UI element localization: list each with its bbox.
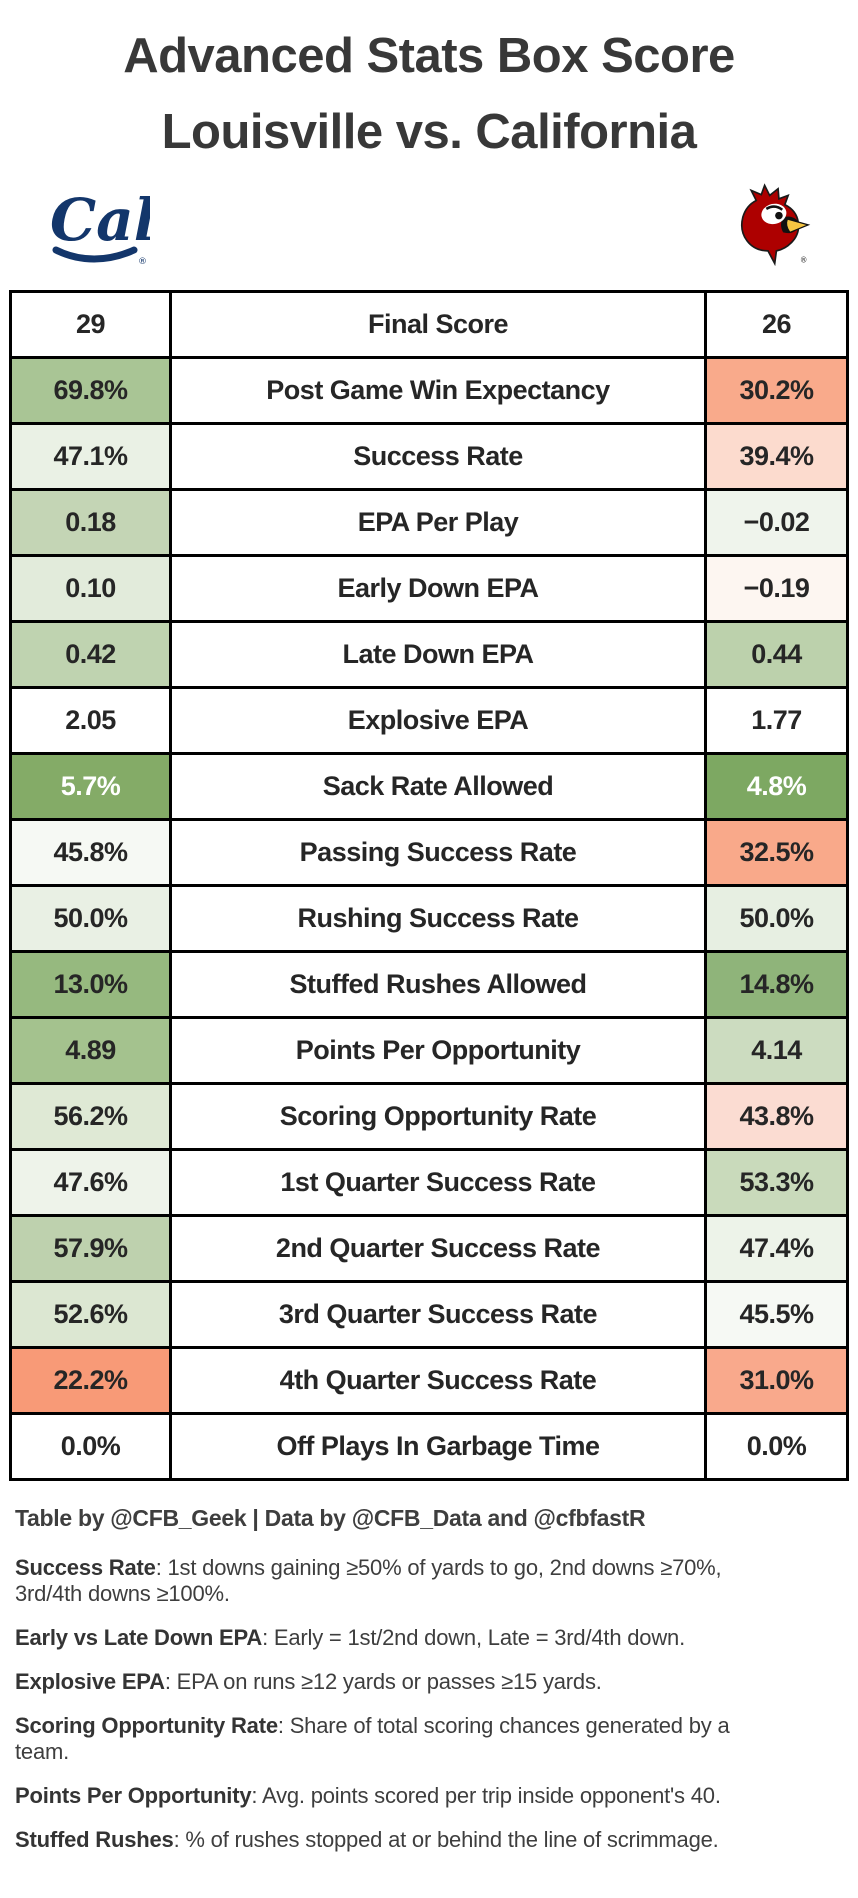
- louisville-value-cell: 43.8%: [704, 1081, 849, 1151]
- footnote: Points Per Opportunity: Avg. points scor…: [15, 1782, 721, 1808]
- california-value-cell: 0.42: [9, 619, 172, 689]
- california-value-cell: 29: [9, 289, 172, 359]
- louisville-value-cell: 32.5%: [704, 817, 849, 887]
- footnote: Early vs Late Down EPA: Early = 1st/2nd …: [15, 1624, 685, 1650]
- table-row: 4.89 Points Per Opportunity 4.14: [9, 1015, 849, 1085]
- louisville-value-cell: 26: [704, 289, 849, 359]
- table-row: 0.18 EPA Per Play −0.02: [9, 487, 849, 557]
- metric-label-cell: Post Game Win Expectancy: [169, 355, 707, 425]
- louisville-value-cell: 30.2%: [704, 355, 849, 425]
- louisville-value-cell: 39.4%: [704, 421, 849, 491]
- metric-label-cell: Off Plays In Garbage Time: [169, 1411, 707, 1481]
- table-row: 13.0% Stuffed Rushes Allowed 14.8%: [9, 949, 849, 1019]
- california-value-cell: 2.05: [9, 685, 172, 755]
- louisville-value-cell: 0.44: [704, 619, 849, 689]
- california-value-cell: 56.2%: [9, 1081, 172, 1151]
- footer: Table by @CFB_Geek | Data by @CFB_Data a…: [0, 1505, 858, 1853]
- louisville-value-cell: 0.0%: [704, 1411, 849, 1481]
- table-row: 57.9% 2nd Quarter Success Rate 47.4%: [9, 1213, 849, 1283]
- table-row: 0.0% Off Plays In Garbage Time 0.0%: [9, 1411, 849, 1481]
- table-row: 47.6% 1st Quarter Success Rate 53.3%: [9, 1147, 849, 1217]
- california-value-cell: 57.9%: [9, 1213, 172, 1283]
- louisville-value-cell: 14.8%: [704, 949, 849, 1019]
- svg-text:Cal: Cal: [50, 186, 150, 254]
- svg-text:®: ®: [800, 255, 808, 264]
- california-value-cell: 13.0%: [9, 949, 172, 1019]
- california-value-cell: 22.2%: [9, 1345, 172, 1415]
- california-value-cell: 45.8%: [9, 817, 172, 887]
- louisville-value-cell: 45.5%: [704, 1279, 849, 1349]
- footnote: Success Rate: 1st downs gaining ≥50% of …: [15, 1554, 722, 1606]
- louisville-value-cell: 4.14: [704, 1015, 849, 1085]
- cal-logo-icon: Cal ®: [50, 186, 150, 266]
- metric-label-cell: Success Rate: [169, 421, 707, 491]
- metric-label-cell: Explosive EPA: [169, 685, 707, 755]
- stats-table-body: 29 Final Score 26 69.8% Post Game Win Expect…: [9, 289, 849, 1481]
- louisville-value-cell: 1.77: [704, 685, 849, 755]
- table-row: 47.1% Success Rate 39.4%: [9, 421, 849, 491]
- table-row: 50.0% Rushing Success Rate 50.0%: [9, 883, 849, 953]
- metric-label-cell: Final Score: [169, 289, 707, 359]
- table-row: 52.6% 3rd Quarter Success Rate 45.5%: [9, 1279, 849, 1349]
- metric-label-cell: Rushing Success Rate: [169, 883, 707, 953]
- metric-label-cell: 1st Quarter Success Rate: [169, 1147, 707, 1217]
- table-row: 2.05 Explosive EPA 1.77: [9, 685, 849, 755]
- louisville-value-cell: 47.4%: [704, 1213, 849, 1283]
- metric-label-cell: Late Down EPA: [169, 619, 707, 689]
- california-value-cell: 47.1%: [9, 421, 172, 491]
- louisville-value-cell: −0.19: [704, 553, 849, 623]
- footnote: Scoring Opportunity Rate: Share of total…: [15, 1712, 730, 1764]
- table-row: 0.10 Early Down EPA −0.19: [9, 553, 849, 623]
- svg-text:®: ®: [138, 257, 147, 266]
- california-value-cell: 4.89: [9, 1015, 172, 1085]
- metric-label-cell: 3rd Quarter Success Rate: [169, 1279, 707, 1349]
- california-value-cell: 0.10: [9, 553, 172, 623]
- metric-label-cell: Passing Success Rate: [169, 817, 707, 887]
- metric-label-cell: 4th Quarter Success Rate: [169, 1345, 707, 1415]
- footnotes: Success Rate: 1st downs gaining ≥50% of …: [15, 1555, 843, 1853]
- table-row: 69.8% Post Game Win Expectancy 30.2%: [9, 355, 849, 425]
- metric-label-cell: 2nd Quarter Success Rate: [169, 1213, 707, 1283]
- california-value-cell: 52.6%: [9, 1279, 172, 1349]
- page-subtitle: Louisville vs. California: [161, 104, 697, 159]
- louisville-logo-icon: ®: [740, 183, 811, 266]
- table-row: 22.2% 4th Quarter Success Rate 31.0%: [9, 1345, 849, 1415]
- advanced-stats-table: 29 Final Score 26 69.8% Post Game Win Expect…: [9, 289, 849, 1481]
- california-value-cell: 0.18: [9, 487, 172, 557]
- louisville-value-cell: −0.02: [704, 487, 849, 557]
- footnote: Stuffed Rushes: % of rushes stopped at o…: [15, 1826, 719, 1852]
- louisville-value-cell: 50.0%: [704, 883, 849, 953]
- california-value-cell: 69.8%: [9, 355, 172, 425]
- louisville-value-cell: 53.3%: [704, 1147, 849, 1217]
- table-row: 0.42 Late Down EPA 0.44: [9, 619, 849, 689]
- table-row: 56.2% Scoring Opportunity Rate 43.8%: [9, 1081, 849, 1151]
- footnote: Explosive EPA: EPA on runs ≥12 yards or …: [15, 1668, 602, 1694]
- metric-label-cell: Stuffed Rushes Allowed: [169, 949, 707, 1019]
- metric-label-cell: Scoring Opportunity Rate: [169, 1081, 707, 1151]
- metric-label-cell: Points Per Opportunity: [169, 1015, 707, 1085]
- table-row: 45.8% Passing Success Rate 32.5%: [9, 817, 849, 887]
- page-title: Advanced Stats Box Score: [123, 29, 735, 83]
- team-logos: Cal ® ®: [0, 182, 858, 266]
- louisville-value-cell: 4.8%: [704, 751, 849, 821]
- louisville-value-cell: 31.0%: [704, 1345, 849, 1415]
- metric-label-cell: Sack Rate Allowed: [169, 751, 707, 821]
- metric-label-cell: Early Down EPA: [169, 553, 707, 623]
- table-row: 5.7% Sack Rate Allowed 4.8%: [9, 751, 849, 821]
- california-value-cell: 0.0%: [9, 1411, 172, 1481]
- table-row: 29 Final Score 26: [9, 289, 849, 359]
- credit-line: Table by @CFB_Geek | Data by @CFB_Data a…: [15, 1504, 646, 1531]
- metric-label-cell: EPA Per Play: [169, 487, 707, 557]
- california-value-cell: 47.6%: [9, 1147, 172, 1217]
- california-value-cell: 50.0%: [9, 883, 172, 953]
- california-value-cell: 5.7%: [9, 751, 172, 821]
